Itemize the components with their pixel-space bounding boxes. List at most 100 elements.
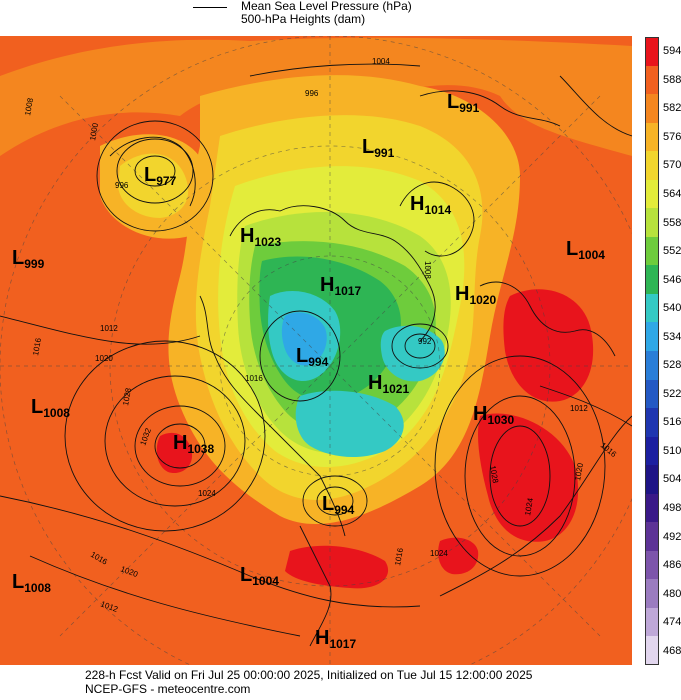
isobar-label: 1024 — [198, 489, 216, 498]
colorbar-label: 588 — [663, 73, 681, 86]
colorbar-label: 522 — [663, 387, 681, 400]
colorbar-cell — [645, 579, 659, 609]
colorbar-label: 486 — [663, 559, 681, 572]
isobar-label: 1000 — [88, 122, 100, 142]
pressure-center: H1017 — [315, 627, 356, 651]
isobar-label: 1020 — [573, 462, 585, 482]
legend-header: Mean Sea Level Pressure (hPa) 500-hPa He… — [0, 0, 681, 32]
colorbar-cell — [645, 293, 659, 323]
isobar-label: 1024 — [430, 549, 448, 558]
isobar-label: 1004 — [372, 57, 390, 66]
pressure-center: L999 — [12, 247, 45, 271]
isobar-label: 1016 — [393, 547, 405, 567]
pressure-center: H1020 — [455, 283, 496, 307]
colorbar-label: 582 — [663, 102, 681, 115]
isobar-label: 1008 — [23, 97, 35, 117]
colorbar-cell — [645, 636, 659, 666]
footer: 228-h Fcst Valid on Fri Jul 25 00:00:00 … — [0, 667, 681, 700]
colorbar-cell — [645, 607, 659, 637]
isobar-label: 992 — [418, 337, 432, 346]
colorbar: 594 588 582 576 570 564 558 552 546 540 534 528 522 5… — [645, 37, 681, 666]
colorbar-label: 492 — [663, 530, 681, 543]
colorbar-cell — [645, 322, 659, 352]
forecast-valid-text: 228-h Fcst Valid on Fri Jul 25 00:00:00 … — [85, 668, 533, 682]
source-credit: NCEP-GFS - meteocentre.com — [85, 682, 251, 696]
pressure-center: L994 — [296, 345, 329, 369]
isobar-label: 1008 — [423, 261, 432, 279]
height-region-594-south — [285, 545, 389, 589]
pressure-center: L994 — [322, 493, 355, 517]
colorbar-label: 528 — [663, 359, 681, 372]
pressure-center: L991 — [362, 136, 395, 160]
colorbar-label: 468 — [663, 644, 681, 657]
isobar-label: 1012 — [100, 324, 118, 333]
colorbar-label: 558 — [663, 216, 681, 229]
height-region-540-south — [295, 390, 404, 458]
colorbar-label: 552 — [663, 245, 681, 258]
pressure-center: H1017 — [320, 274, 361, 298]
pressure-center: H1038 — [173, 432, 214, 456]
colorbar-cell — [645, 179, 659, 209]
legend-title-pressure: Mean Sea Level Pressure (hPa) — [241, 0, 412, 13]
pressure-center: H1014 — [410, 193, 451, 217]
pressure-center: H1023 — [240, 225, 281, 249]
height-region-540-east — [380, 325, 445, 382]
pressure-center: L1008 — [12, 571, 51, 595]
colorbar-label: 498 — [663, 502, 681, 514]
pressure-center: L991 — [447, 91, 480, 115]
colorbar-cell — [645, 522, 659, 552]
colorbar-label: 576 — [663, 130, 681, 143]
pressure-centers: L977 L991 L991 H1014 H1023 L999 H1017 H1… — [12, 91, 605, 651]
colorbar-cell — [645, 379, 659, 409]
isobar-label: 1028 — [121, 387, 133, 407]
colorbar-cell — [645, 37, 659, 67]
colorbar-label: 594 — [663, 45, 681, 58]
colorbar-label: 474 — [663, 616, 681, 629]
colorbar-cell — [645, 94, 659, 124]
colorbar-cell — [645, 151, 659, 181]
weather-map: 1004 996 1008 1000 996 1012 1016 1020 10… — [0, 36, 632, 665]
colorbar-cell — [645, 265, 659, 295]
colorbar-cell — [645, 236, 659, 266]
pressure-center: H1030 — [473, 403, 514, 427]
isobar-label: 1016 — [31, 337, 43, 357]
pressure-center: L1004 — [566, 238, 605, 262]
colorbar-label: 480 — [663, 587, 681, 600]
colorbar-cell — [645, 351, 659, 381]
colorbar-label: 564 — [663, 188, 681, 200]
isobar-label: 1012 — [570, 404, 588, 413]
colorbar-cell — [645, 436, 659, 466]
colorbar-label: 540 — [663, 302, 681, 315]
legend-line-sample — [193, 7, 227, 8]
height-region-594-small — [438, 537, 479, 575]
isobar-label: 996 — [305, 89, 319, 98]
colorbar-label: 504 — [663, 473, 681, 486]
isobar-label: 1020 — [95, 354, 113, 363]
pressure-center: L1004 — [240, 564, 279, 588]
height-region-594-atlantic — [477, 413, 579, 542]
colorbar-cell — [645, 208, 659, 238]
isobar-label: 996 — [115, 181, 129, 190]
height-region-594-europe — [503, 289, 594, 402]
isobar-label: 1016 — [245, 374, 263, 383]
pressure-center: L977 — [144, 164, 177, 188]
colorbar-label: 546 — [663, 273, 681, 286]
colorbar-cell — [645, 493, 659, 523]
colorbar-label: 510 — [663, 444, 681, 457]
isobar-label: 1028 — [488, 465, 500, 485]
colorbar-label: 516 — [663, 416, 681, 429]
colorbar-cell — [645, 465, 659, 495]
colorbar-cell — [645, 65, 659, 95]
colorbar-cell — [645, 550, 659, 580]
colorbar-label: 534 — [663, 330, 681, 343]
legend-title-heights: 500-hPa Heights (dam) — [241, 12, 366, 26]
isobar-label: 1024 — [523, 497, 535, 517]
height-region-534 — [281, 312, 327, 366]
height-region-594-pacific — [156, 432, 193, 474]
colorbar-label: 570 — [663, 159, 681, 172]
colorbar-cell — [645, 122, 659, 152]
pressure-center: H1021 — [368, 372, 409, 396]
colorbar-cell — [645, 408, 659, 438]
coastlines — [109, 90, 616, 647]
isobars — [0, 63, 632, 637]
